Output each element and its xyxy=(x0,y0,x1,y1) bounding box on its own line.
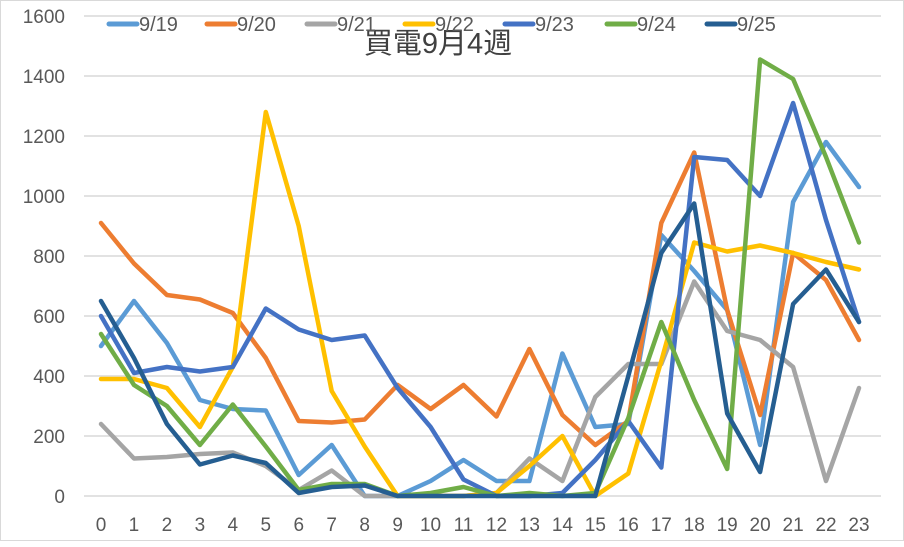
y-tick-label: 1600 xyxy=(23,7,65,28)
x-tick-label: 1 xyxy=(129,515,140,536)
legend-item: 9/21 xyxy=(304,14,376,36)
y-tick-label: 0 xyxy=(54,487,65,508)
x-tick-label: 21 xyxy=(783,515,804,536)
y-tick-label: 1200 xyxy=(23,127,65,148)
legend-label: 9/19 xyxy=(139,14,178,36)
legend-item: 9/24 xyxy=(604,14,676,36)
y-axis-labels: 0 200 400 600 800 1000 1200 1400 1600 xyxy=(23,7,65,508)
x-tick-label: 20 xyxy=(750,515,771,536)
x-tick-label: 2 xyxy=(162,515,173,536)
gridlines xyxy=(84,15,881,497)
legend-item: 9/19 xyxy=(106,14,178,36)
y-tick-label: 1000 xyxy=(23,187,65,208)
legend-label: 9/22 xyxy=(435,14,474,36)
y-tick-label: 400 xyxy=(33,367,65,388)
x-tick-label: 19 xyxy=(717,515,738,536)
x-tick-label: 9 xyxy=(392,515,403,536)
x-tick-label: 22 xyxy=(815,515,836,536)
legend-label: 9/21 xyxy=(337,14,376,36)
x-tick-label: 7 xyxy=(326,515,337,536)
legend-item: 9/23 xyxy=(502,14,574,36)
x-tick-label: 3 xyxy=(195,515,206,536)
legend-item: 9/25 xyxy=(704,14,776,36)
y-tick-label: 600 xyxy=(33,307,65,328)
legend-item: 9/22 xyxy=(402,14,474,36)
legend-label: 9/24 xyxy=(637,14,676,36)
legend-label: 9/23 xyxy=(535,14,574,36)
x-axis-labels: 0 1 2 3 4 5 6 7 8 9 10 11 12 13 14 15 16 17 18 19 20 21 22 23 xyxy=(96,515,870,536)
y-tick-label: 800 xyxy=(33,247,65,268)
x-tick-label: 12 xyxy=(486,515,507,536)
x-tick-label: 16 xyxy=(618,515,639,536)
x-tick-label: 15 xyxy=(585,515,606,536)
y-tick-label: 200 xyxy=(33,427,65,448)
legend-item: 9/20 xyxy=(204,14,276,36)
x-tick-label: 6 xyxy=(293,515,304,536)
x-tick-label: 18 xyxy=(684,515,705,536)
series-line-9-24 xyxy=(98,57,862,499)
legend-label: 9/25 xyxy=(737,14,776,36)
x-tick-label: 23 xyxy=(848,515,869,536)
legend: 9/19 9/20 9/21 9/22 9/23 9/24 9/25 xyxy=(106,14,776,36)
x-tick-label: 11 xyxy=(454,515,474,536)
x-tick-label: 10 xyxy=(420,515,441,536)
series-line-9-23 xyxy=(98,100,862,499)
legend-label: 9/20 xyxy=(237,14,276,36)
x-tick-label: 4 xyxy=(228,515,239,536)
x-tick-label: 8 xyxy=(359,515,370,536)
x-tick-label: 5 xyxy=(260,515,271,536)
x-tick-label: 17 xyxy=(651,515,672,536)
x-tick-label: 13 xyxy=(519,515,540,536)
x-tick-label: 0 xyxy=(96,515,107,536)
chart-title: 買電9月4週 xyxy=(364,28,512,60)
series-line-9-25 xyxy=(98,201,862,499)
x-tick-label: 14 xyxy=(552,515,574,536)
y-tick-label: 1400 xyxy=(23,67,65,88)
series-line-9-20 xyxy=(98,150,862,448)
series-lines xyxy=(98,57,862,499)
